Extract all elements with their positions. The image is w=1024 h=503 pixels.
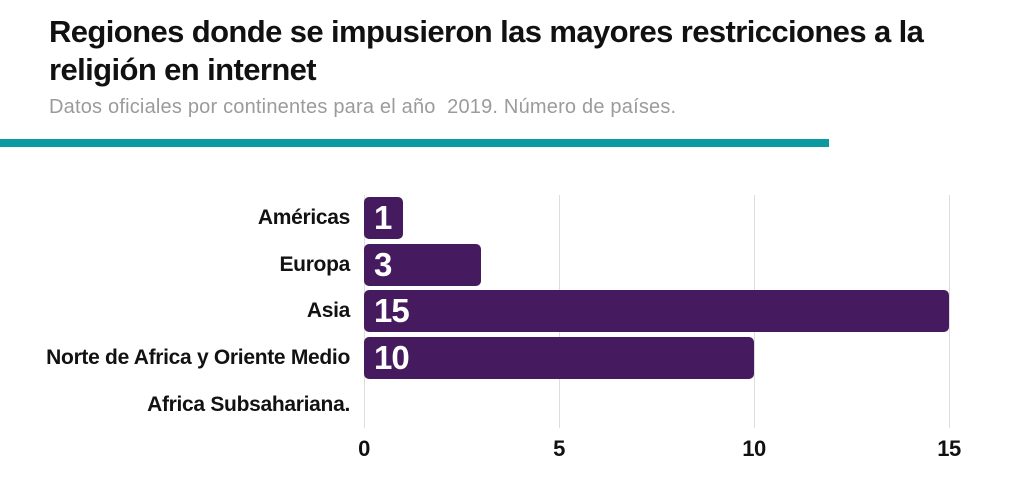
category-label: Europa [279, 252, 350, 276]
x-tick-label: 15 [937, 436, 961, 461]
bar: 15 [364, 290, 949, 333]
bar-row: 1 [364, 195, 949, 242]
gridline [949, 195, 950, 428]
category-label: Américas [257, 206, 350, 230]
category-label: Africa Subsahariana. [147, 392, 350, 416]
plot-area: 1 3 15 10 [364, 195, 950, 428]
category-labels: Américas Europa Asia Norte de Africa y Orie… [0, 195, 350, 428]
bar-value-label: 10 [374, 338, 410, 376]
x-tick-label: 5 [553, 436, 565, 461]
x-axis: 0 5 10 15 [358, 436, 961, 466]
title-line-2: religión en internet [49, 52, 317, 87]
bar-value-label: 15 [374, 292, 410, 330]
bar-row: 10 [364, 335, 949, 382]
bar-value-label: 3 [374, 245, 392, 283]
x-tick-label: 0 [358, 436, 370, 461]
bar: 10 [364, 336, 754, 379]
bar-row: 15 [364, 288, 949, 335]
bar-value-label: 1 [374, 199, 392, 236]
bar: 1 [364, 197, 403, 239]
bar-row [364, 381, 949, 428]
category-label: Norte de Africa y Oriente Medio [46, 346, 350, 370]
x-tick-label: 10 [742, 436, 766, 461]
bar-row: 3 [364, 242, 949, 289]
chart-subtitle: Datos oficiales por continentes para el … [49, 96, 677, 118]
category-label: Asia [306, 299, 350, 323]
accent-rule [0, 139, 829, 147]
page-title: Regiones donde se impusieron las mayores… [49, 13, 924, 89]
title-line-1: Regiones donde se impusieron las mayores… [49, 14, 924, 49]
bar: 3 [364, 243, 481, 286]
